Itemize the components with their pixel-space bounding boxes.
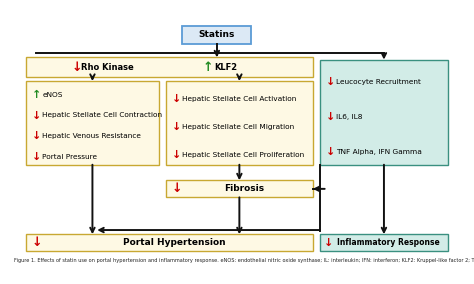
Text: ↓: ↓ — [32, 110, 41, 120]
Text: Leucocyte Recruitment: Leucocyte Recruitment — [336, 80, 421, 85]
Text: Hepatic Venous Resistance: Hepatic Venous Resistance — [42, 133, 141, 139]
FancyBboxPatch shape — [182, 26, 251, 44]
FancyBboxPatch shape — [26, 81, 159, 165]
FancyBboxPatch shape — [320, 60, 448, 165]
Text: ↓: ↓ — [326, 78, 335, 87]
Text: Fibrosis: Fibrosis — [224, 184, 264, 193]
Text: Portal Pressure: Portal Pressure — [42, 154, 97, 160]
Text: Inflammatory Response: Inflammatory Response — [337, 238, 440, 247]
FancyBboxPatch shape — [26, 234, 313, 251]
Text: ↓: ↓ — [326, 147, 335, 157]
Text: ↓: ↓ — [172, 182, 182, 195]
Text: ↓: ↓ — [172, 122, 181, 132]
Text: Hepatic Stellate Cell Migration: Hepatic Stellate Cell Migration — [182, 124, 294, 130]
FancyBboxPatch shape — [166, 180, 313, 197]
Text: ↓: ↓ — [32, 236, 42, 249]
Text: ↓: ↓ — [324, 238, 333, 248]
Text: eNOS: eNOS — [42, 91, 63, 98]
FancyBboxPatch shape — [166, 81, 313, 165]
Text: ↓: ↓ — [32, 131, 41, 141]
FancyBboxPatch shape — [320, 234, 448, 251]
Text: Rho Kinase: Rho Kinase — [81, 62, 134, 72]
Text: Hepatic Stellate Cell Contraction: Hepatic Stellate Cell Contraction — [42, 112, 162, 118]
Text: ↑: ↑ — [32, 89, 41, 100]
Text: ↓: ↓ — [172, 94, 181, 104]
Text: Figure 1. Effects of statin use on portal hypertension and inflammatory response: Figure 1. Effects of statin use on porta… — [14, 258, 474, 264]
Text: KLF2: KLF2 — [214, 62, 237, 72]
Text: ↓: ↓ — [32, 153, 41, 162]
Text: ↑: ↑ — [203, 60, 213, 74]
Text: IL6, IL8: IL6, IL8 — [336, 114, 363, 120]
Text: ↓: ↓ — [172, 150, 181, 160]
Text: TNF Alpha, IFN Gamma: TNF Alpha, IFN Gamma — [336, 149, 422, 155]
Text: ↓: ↓ — [326, 112, 335, 122]
Text: Portal Hypertension: Portal Hypertension — [123, 238, 226, 247]
Text: Hepatic Stellate Cell Proliferation: Hepatic Stellate Cell Proliferation — [182, 152, 304, 158]
Text: ↓: ↓ — [72, 60, 82, 74]
FancyBboxPatch shape — [26, 57, 313, 77]
Text: Statins: Statins — [199, 30, 235, 39]
Text: Hepatic Stellate Cell Activation: Hepatic Stellate Cell Activation — [182, 96, 296, 102]
